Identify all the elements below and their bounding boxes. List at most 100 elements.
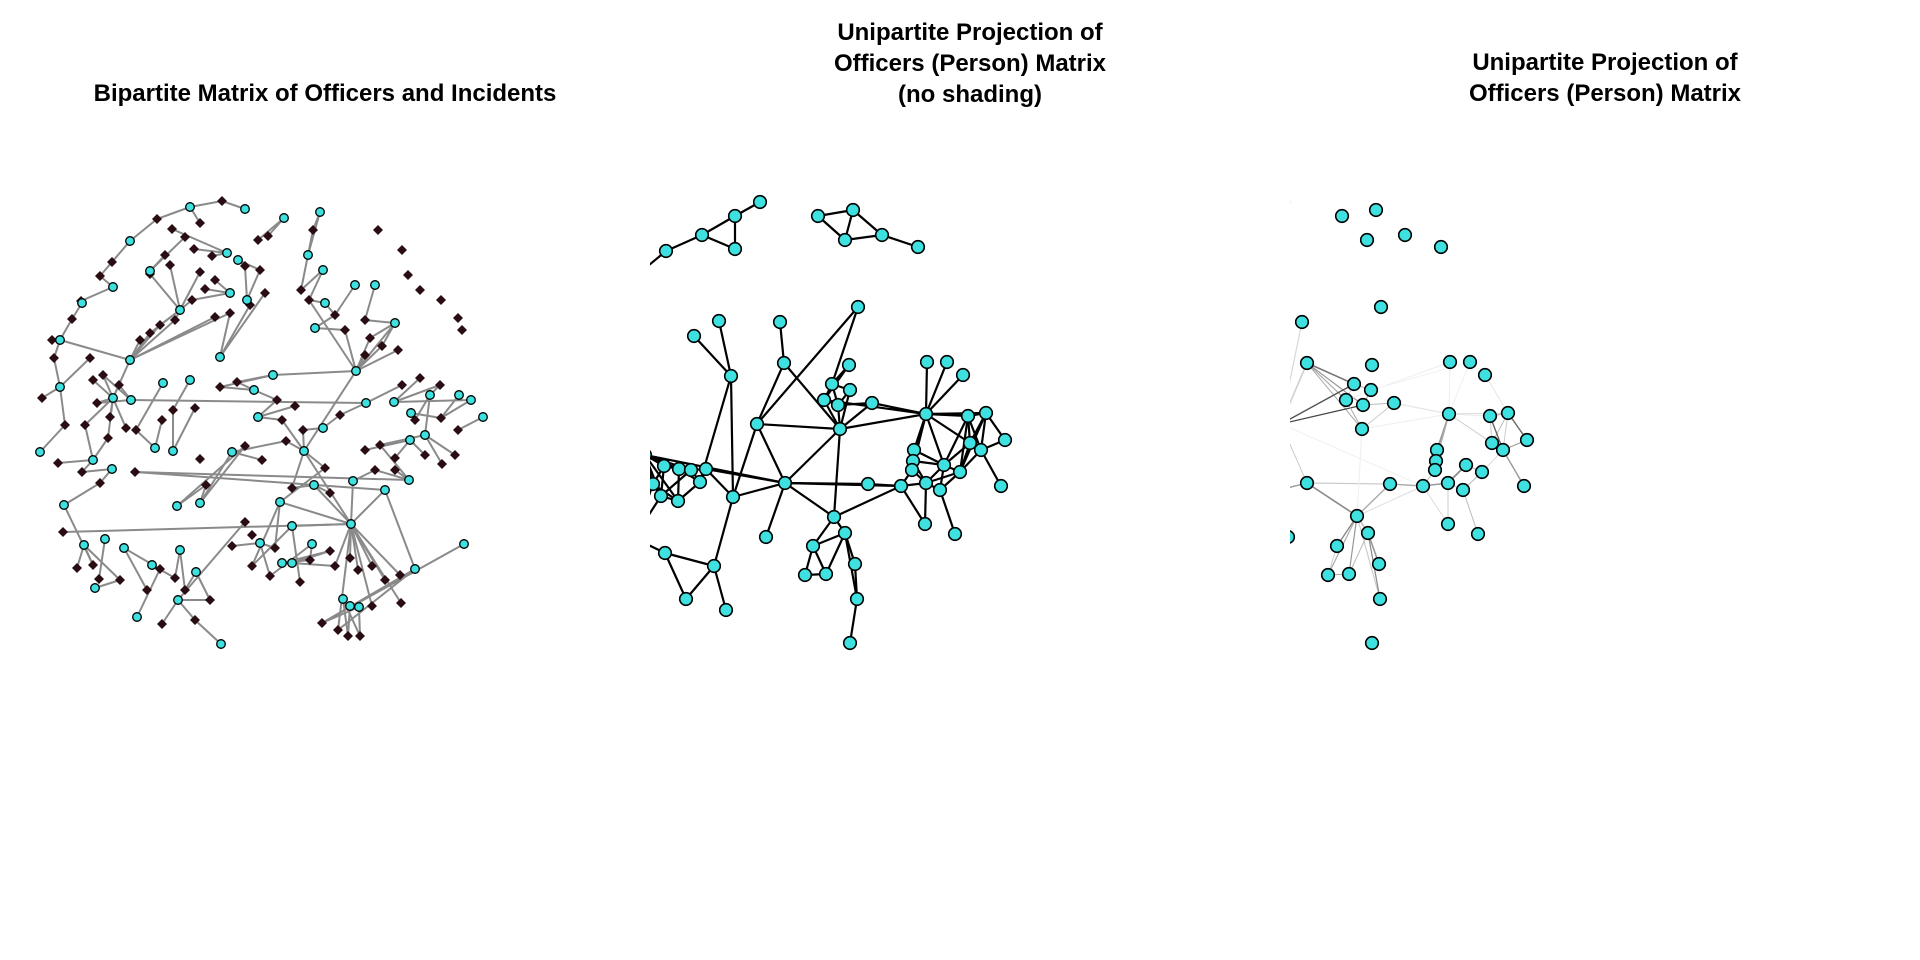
incident-node [170, 573, 180, 583]
network-edge [712, 565, 728, 611]
officer-node [918, 475, 934, 491]
officer-node [1427, 462, 1443, 478]
bipartite-edge [169, 264, 181, 311]
bipartite-edge [149, 309, 181, 334]
officer-node [810, 208, 826, 224]
officer-node [1382, 476, 1398, 492]
network-edge [783, 362, 841, 430]
officer-node [904, 462, 920, 478]
incident-node [145, 328, 155, 338]
incident-node [420, 450, 430, 460]
officer-node [1360, 525, 1376, 541]
weighted-edge [1306, 362, 1363, 430]
officer-node [466, 395, 476, 405]
officer-node [1474, 464, 1490, 480]
officer-node [1455, 482, 1471, 498]
bipartite-edge [334, 523, 352, 567]
officer-node [145, 266, 155, 276]
bipartite-edge [259, 542, 271, 577]
weighted-edge [1345, 361, 1451, 401]
officer-node [1470, 526, 1486, 542]
officer-node [698, 461, 714, 477]
officer-node [749, 416, 765, 432]
incident-node [403, 270, 413, 280]
bipartite-edge [81, 468, 113, 473]
officer-node [172, 501, 182, 511]
network-edge [756, 306, 859, 425]
network-edge [731, 423, 759, 498]
incident-node [58, 527, 68, 537]
incident-node [320, 463, 330, 473]
projection-shaded-graph [1290, 200, 1535, 651]
officer-node [841, 357, 857, 373]
bipartite-edge [355, 322, 396, 372]
bipartite-edge [257, 405, 296, 418]
officer-node [1442, 354, 1458, 370]
incident-node [94, 574, 104, 584]
incident-node [201, 480, 211, 490]
incident-node [88, 375, 98, 385]
bipartite-edge [291, 450, 305, 489]
network-edge [712, 496, 735, 567]
officer-node [55, 335, 65, 345]
incident-node [210, 275, 220, 285]
bipartite-edge [291, 562, 336, 567]
officer-node [268, 370, 278, 380]
officer-node [307, 539, 317, 549]
incident-node [168, 405, 178, 415]
weighted-edge [1348, 532, 1369, 575]
network-edge [943, 415, 969, 466]
incident-node [210, 312, 220, 322]
officer-node [1364, 357, 1380, 373]
incident-node [308, 225, 318, 235]
bipartite-edge [344, 329, 357, 372]
officer-node [918, 406, 934, 422]
bipartite-edge [300, 269, 324, 291]
incident-node [265, 571, 275, 581]
bipartite-edge [303, 450, 352, 525]
network-edge [784, 482, 835, 518]
officer-node [727, 241, 743, 257]
network-edge [925, 374, 964, 415]
bipartite-edge [364, 284, 376, 321]
officer-node [275, 497, 285, 507]
officer-node [849, 591, 865, 607]
incident-node [232, 377, 242, 387]
officer-node [847, 556, 863, 572]
bipartite-edge [314, 327, 346, 331]
incident-node [397, 245, 407, 255]
bipartite-edge [384, 489, 416, 570]
incident-node [453, 425, 463, 435]
bipartite-edge [300, 254, 309, 291]
bipartite-edge [272, 370, 357, 376]
officer-node [410, 564, 420, 574]
incident-node [380, 575, 390, 585]
incident-node [105, 412, 115, 422]
incident-node [360, 315, 370, 325]
officer-node [947, 526, 963, 542]
officer-node [253, 412, 263, 422]
incident-node [167, 224, 177, 234]
incident-node [155, 564, 165, 574]
weighted-edge [1290, 362, 1308, 405]
officer-node [752, 194, 768, 210]
bipartite-edge [189, 200, 223, 208]
network-edge [938, 489, 957, 535]
weighted-edge [1356, 483, 1391, 517]
officer-node [240, 204, 250, 214]
bipartite-edge [350, 523, 401, 576]
incident-node [47, 335, 57, 345]
incident-node [85, 353, 95, 363]
incident-node [396, 598, 406, 608]
officer-node [650, 449, 653, 461]
network-edge [717, 320, 733, 377]
weighted-edge [1356, 485, 1424, 517]
weighted-edge [1306, 482, 1391, 485]
officer-node [860, 476, 876, 492]
officer-node [88, 455, 98, 465]
network-edge [825, 532, 846, 575]
officer-node [351, 366, 361, 376]
bipartite-edge [350, 523, 402, 604]
incident-node [253, 235, 263, 245]
bipartite-edge [199, 451, 233, 504]
